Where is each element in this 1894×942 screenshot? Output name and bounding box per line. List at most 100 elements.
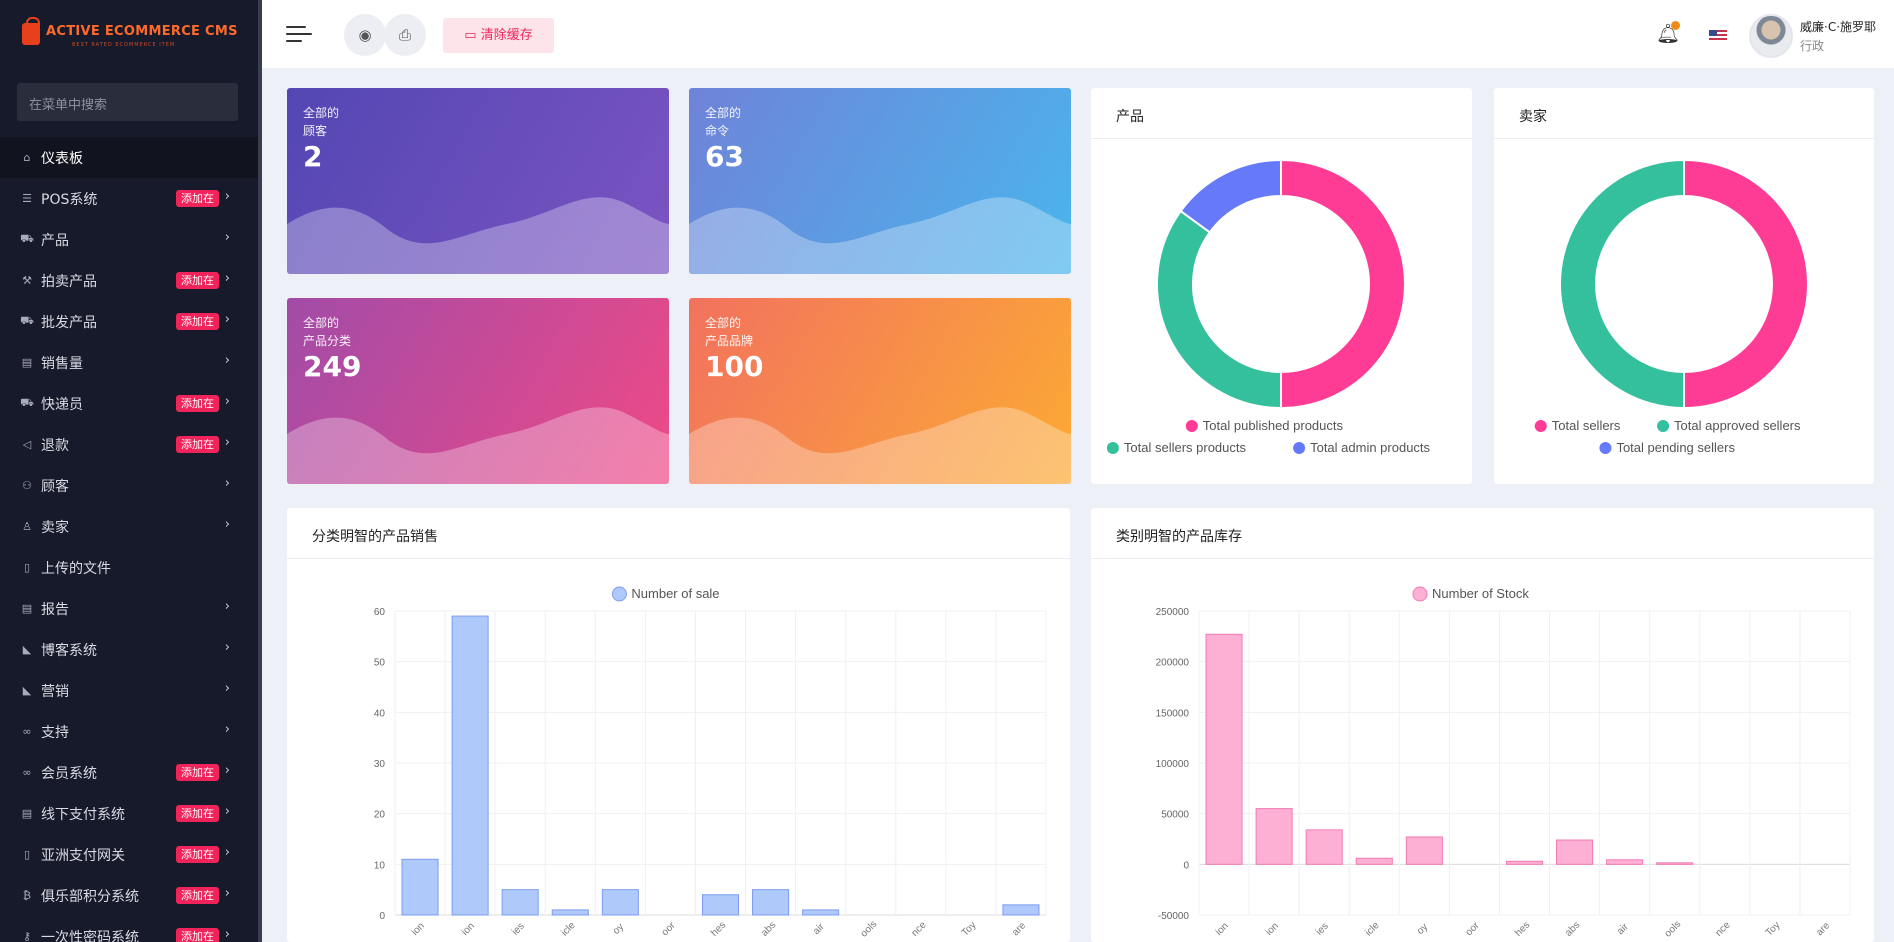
globe-button[interactable]: ◉: [344, 14, 386, 56]
bar[interactable]: [1305, 829, 1343, 865]
bar[interactable]: [1656, 862, 1694, 865]
x-tick-label: air: [811, 921, 827, 937]
bar[interactable]: [1505, 860, 1544, 865]
chevron-right-icon: ›: [224, 476, 230, 491]
sidebar-item[interactable]: ☰ POS系统 添加在 ›: [0, 178, 258, 219]
bar[interactable]: [701, 894, 740, 916]
stat-card-categories: 全部的 产品分类 249: [287, 298, 669, 484]
stat-label-line1: 全部的: [303, 106, 340, 120]
x-tick-label: abs: [1563, 920, 1582, 939]
backward-icon: ◁: [22, 438, 32, 451]
bar[interactable]: [551, 909, 589, 916]
avatar[interactable]: [1749, 14, 1793, 58]
bar[interactable]: [1002, 904, 1040, 916]
y-tick-label: 50000: [1161, 810, 1189, 821]
sidebar-item[interactable]: ◣ 博客系统 ›: [0, 629, 258, 670]
sales-bar-chart: Number of sale 0 10 20 30 40 50 60 ion ion ies icle…: [374, 586, 1047, 940]
sidebar-item[interactable]: ◁ 退款 添加在 ›: [0, 424, 258, 465]
user-name[interactable]: 威廉·C·施罗耶: [1800, 20, 1877, 34]
legend-label: Total sellers products: [1124, 440, 1247, 455]
y-tick-label: 50: [374, 658, 386, 669]
sidebar-item[interactable]: ⛟ 快递员 添加在 ›: [0, 383, 258, 424]
sidebar: ACTIVE ECOMMERCE CMS BEST RATED ECOMMERC…: [0, 0, 262, 942]
sidebar-item[interactable]: ▤ 报告 ›: [0, 588, 258, 629]
clear-cache-label: 清除缓存: [480, 28, 533, 43]
printer-icon: ⎙: [398, 26, 411, 44]
stock-bar-chart: Number of Stock -50000 0 50000 100000 150000 2…: [1156, 586, 1851, 940]
x-tick-label: ools: [859, 919, 880, 940]
topbar: ◉ ⎙ ▭ 清除缓存 🔔︎ 威廉·C·施罗耶 行政: [262, 0, 1894, 68]
x-tick-label: are: [1814, 920, 1832, 938]
donut-slice[interactable]: [1280, 158, 1406, 410]
sidebar-item[interactable]: ⚒ 拍卖产品 添加在 ›: [0, 260, 258, 301]
addon-badge: 添加在: [176, 272, 219, 289]
bar[interactable]: [802, 909, 840, 916]
y-tick-label: 60: [374, 607, 386, 618]
x-tick-label: ion: [460, 921, 477, 938]
menu-search-input[interactable]: 在菜单中搜索: [17, 83, 238, 121]
sidebar-item[interactable]: ♙ 卖家 ›: [0, 506, 258, 547]
sidebar-item[interactable]: ⌂ 仪表板: [0, 137, 258, 178]
sidebar-item[interactable]: ◣ 营销 ›: [0, 670, 258, 711]
donut-slice[interactable]: [1179, 158, 1282, 234]
addon-badge: 添加在: [176, 805, 219, 822]
chevron-right-icon: ›: [224, 189, 230, 204]
hamburger-menu-icon[interactable]: [286, 24, 312, 44]
bar[interactable]: [1556, 839, 1594, 865]
y-tick-label: 100000: [1156, 759, 1190, 770]
sidebar-item-label: 上传的文件: [41, 560, 111, 577]
bar[interactable]: [752, 889, 790, 916]
clear-cache-button[interactable]: ▭ 清除缓存: [443, 18, 554, 53]
print-button[interactable]: ⎙: [384, 14, 426, 56]
y-tick-label: 0: [379, 911, 385, 922]
bar[interactable]: [501, 889, 539, 916]
sidebar-scrollbar[interactable]: [258, 0, 262, 942]
x-tick-label: air: [1615, 921, 1631, 937]
sidebar-item[interactable]: ∞ 支持 ›: [0, 711, 258, 752]
stat-label-line1: 全部的: [705, 316, 742, 330]
sidebar-item[interactable]: ▯ 亚洲支付网关 添加在 ›: [0, 834, 258, 875]
addon-badge: 添加在: [176, 928, 219, 942]
bar[interactable]: [1405, 836, 1443, 865]
bar[interactable]: [1606, 859, 1644, 865]
y-tick-label: 0: [1183, 860, 1189, 871]
sidebar-item[interactable]: ⚇ 顾客 ›: [0, 465, 258, 506]
bar[interactable]: [401, 858, 439, 916]
bar[interactable]: [1255, 808, 1293, 865]
sidebar-item[interactable]: ⛟ 产品 ›: [0, 219, 258, 260]
wave-decoration: [287, 407, 669, 484]
donut-slice[interactable]: [1156, 209, 1282, 410]
bar[interactable]: [1355, 857, 1393, 865]
bar[interactable]: [601, 889, 639, 916]
stat-label-line2: 顾客: [303, 124, 328, 138]
donut-slice[interactable]: [1559, 158, 1685, 410]
donut-slice[interactable]: [1683, 158, 1809, 410]
sidebar-item-label: 一次性密码系统: [41, 929, 139, 942]
sidebar-item[interactable]: ∞ 会员系统 添加在 ›: [0, 752, 258, 793]
legend-label: Number of sale: [631, 586, 719, 601]
key-icon: ⚷: [22, 930, 32, 942]
sidebar-menu: ⌂ 仪表板 ☰ POS系统 添加在 › ⛟ 产品 › ⚒ 拍卖产品 添加在 › ⛟ 批发产品 添加在 › ▤ 销售量…: [0, 137, 258, 942]
x-tick-label: ion: [1264, 921, 1281, 938]
y-tick-label: 40: [374, 708, 386, 719]
truck-cart-icon: ⛟: [20, 314, 34, 327]
sidebar-item[interactable]: ▤ 线下支付系统 添加在 ›: [0, 793, 258, 834]
addon-badge: 添加在: [176, 764, 219, 781]
chevron-right-icon: ›: [224, 681, 230, 696]
sidebar-item[interactable]: ⛟ 批发产品 添加在 ›: [0, 301, 258, 342]
brand-logo[interactable]: ACTIVE ECOMMERCE CMS BEST RATED ECOMMERC…: [20, 17, 240, 50]
sidebar-item[interactable]: ₿ 俱乐部积分系统 添加在 ›: [0, 875, 258, 916]
x-tick-label: hes: [709, 920, 728, 939]
sidebar-item[interactable]: ⚷ 一次性密码系统 添加在 ›: [0, 916, 258, 942]
x-tick-label: oor: [660, 920, 678, 938]
sidebar-item[interactable]: ▯ 上传的文件: [0, 547, 258, 588]
bar[interactable]: [1205, 633, 1243, 865]
addon-badge: 添加在: [176, 436, 219, 453]
bar[interactable]: [451, 615, 489, 916]
sidebar-item[interactable]: ▤ 销售量 ›: [0, 342, 258, 383]
x-tick-label: nce: [1713, 919, 1732, 938]
bullhorn-icon: ◣: [22, 684, 32, 697]
x-tick-label: Toy: [1764, 920, 1783, 939]
y-tick-label: 150000: [1156, 708, 1190, 719]
language-flag-icon[interactable]: [1709, 30, 1727, 42]
